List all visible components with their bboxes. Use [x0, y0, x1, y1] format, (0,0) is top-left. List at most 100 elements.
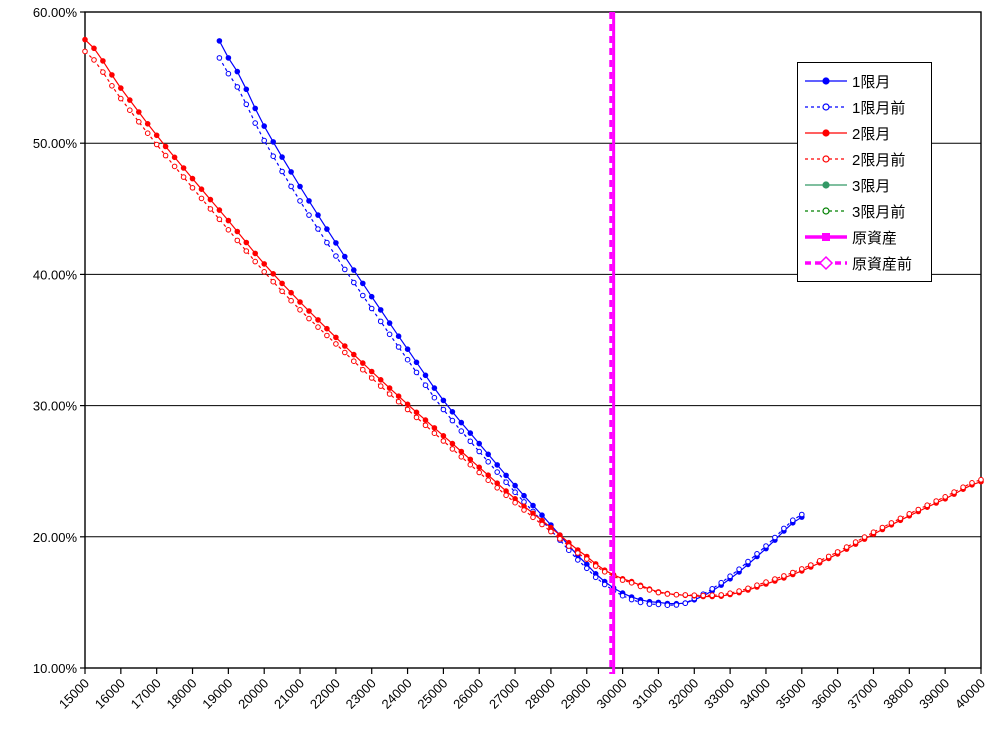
marker-filled-circle [413, 359, 420, 366]
marker-open-circle [718, 579, 725, 586]
marker-open-circle [467, 461, 474, 468]
legend-item-1: 1限月前 [804, 94, 931, 120]
marker-open-circle [655, 589, 662, 596]
marker-open-circle [825, 553, 832, 560]
marker-open-circle [404, 356, 411, 363]
legend-swatch-filled-circle [805, 181, 847, 189]
marker-open-circle [243, 248, 250, 254]
marker-open-circle [333, 341, 339, 347]
marker-open-circle [834, 549, 841, 555]
marker-filled-circle [297, 183, 303, 190]
marker-open-circle [619, 592, 626, 599]
x-axis-label: 35000 [773, 676, 809, 712]
marker-open-circle [91, 57, 97, 63]
marker-open-circle [413, 369, 420, 376]
marker-filled-circle [458, 448, 465, 455]
marker-open-circle [512, 489, 518, 496]
legend-item-2: 2限月 [804, 120, 931, 146]
marker-filled-circle [216, 38, 223, 44]
marker-open-circle [422, 382, 429, 389]
legend-label: 原資産前 [852, 255, 913, 273]
filled-circle-icon [822, 77, 830, 85]
open-circle-icon [822, 155, 830, 163]
marker-open-circle [601, 581, 608, 588]
marker-open-circle [395, 344, 402, 350]
x-axis-label: 30000 [594, 676, 630, 712]
marker-open-circle [691, 592, 698, 599]
marker-open-circle [297, 198, 303, 204]
marker-open-circle [566, 543, 572, 549]
y-axis-label: 30.00% [33, 399, 78, 414]
marker-open-circle [906, 511, 913, 517]
marker-open-circle [360, 366, 366, 373]
marker-open-circle [234, 84, 241, 90]
marker-filled-circle [485, 451, 492, 458]
marker-filled-circle [360, 360, 366, 366]
marker-open-circle [306, 315, 312, 322]
marker-filled-circle [324, 226, 330, 232]
marker-open-circle [207, 206, 214, 212]
marker-open-circle [915, 506, 922, 513]
marker-open-circle [476, 448, 483, 455]
marker-open-circle [700, 592, 707, 599]
marker-filled-circle [270, 271, 277, 277]
marker-open-circle [637, 583, 644, 590]
legend-swatch-open-circle [805, 155, 847, 163]
marker-open-circle [225, 227, 232, 233]
marker-filled-circle [136, 109, 142, 115]
marker-open-circle [342, 266, 348, 273]
marker-filled-circle [386, 320, 393, 326]
marker-open-circle [718, 592, 725, 598]
marker-open-circle [440, 438, 447, 444]
marker-filled-circle [485, 472, 492, 479]
marker-filled-circle [109, 72, 115, 78]
open-diamond-icon [818, 255, 834, 271]
marker-open-circle [315, 324, 321, 330]
marker-open-circle [279, 168, 285, 175]
marker-open-circle [960, 484, 966, 491]
marker-open-circle [745, 558, 751, 565]
marker-open-circle [136, 119, 142, 125]
marker-filled-circle [180, 165, 187, 171]
marker-filled-circle [476, 440, 483, 447]
marker-open-circle [521, 507, 527, 513]
marker-filled-circle [494, 462, 501, 468]
marker-open-circle [799, 511, 805, 518]
marker-open-circle [843, 544, 850, 550]
marker-filled-circle [252, 105, 258, 112]
marker-open-circle [942, 494, 949, 500]
marker-open-circle [225, 70, 232, 77]
marker-filled-circle [252, 250, 258, 257]
marker-open-circle [360, 292, 366, 299]
x-axis-label: 32000 [665, 676, 701, 712]
marker-open-circle [270, 153, 277, 159]
series-markers-1 [216, 55, 805, 609]
marker-filled-circle [503, 472, 509, 479]
marker-open-circle [548, 528, 554, 535]
marker-open-circle [306, 212, 312, 218]
marker-filled-circle [261, 123, 268, 129]
marker-filled-circle [234, 68, 241, 75]
legend-swatch-filled-circle [805, 77, 847, 85]
marker-filled-circle [279, 280, 285, 287]
marker-open-circle [584, 556, 590, 562]
marker-open-circle [628, 596, 635, 603]
marker-filled-circle [467, 456, 474, 463]
marker-open-circle [413, 414, 420, 421]
marker-open-circle [252, 258, 258, 265]
x-axis-label: 26000 [450, 676, 486, 712]
marker-open-circle [297, 307, 303, 313]
marker-open-circle [476, 469, 483, 476]
marker-open-circle [324, 239, 330, 246]
marker-filled-circle [539, 512, 545, 519]
marker-open-circle [153, 141, 160, 148]
marker-open-circle [736, 566, 742, 573]
x-axis-label: 39000 [916, 676, 952, 712]
marker-open-circle [772, 576, 778, 582]
marker-open-circle [924, 502, 931, 509]
marker-filled-circle [440, 433, 447, 439]
marker-open-circle [503, 492, 509, 499]
marker-open-circle [888, 520, 895, 526]
marker-open-circle [951, 489, 957, 495]
x-axis-label: 40000 [952, 676, 988, 712]
